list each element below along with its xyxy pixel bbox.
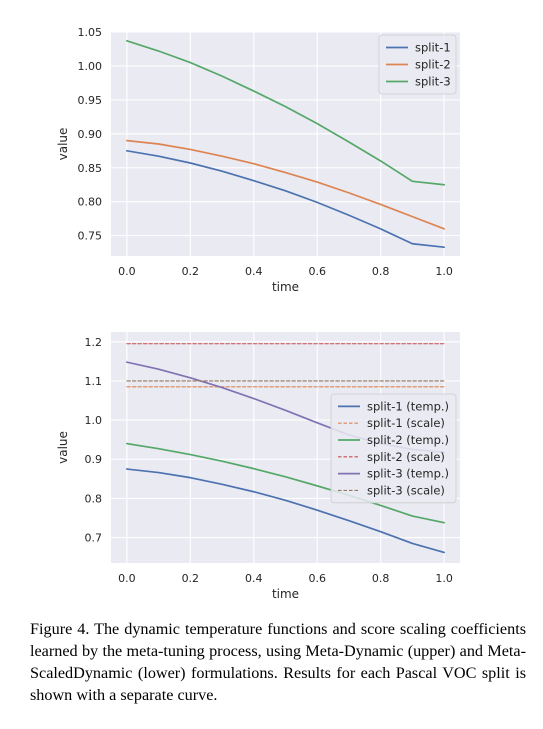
legend-label: split-2 (temp.) (367, 433, 449, 447)
x-tick-label: 0.6 (308, 572, 326, 585)
x-axis-label: time (272, 280, 299, 294)
x-tick-label: 0.6 (308, 265, 326, 278)
y-tick-label: 0.75 (78, 230, 103, 243)
chart-2: 0.0 0.2 0.4 0.6 0.8 1.0 0.7 0.8 0.9 1.0 1.1 1.2 time… (56, 332, 460, 600)
y-tick-label: 0.85 (78, 162, 103, 175)
y-tick-label: 0.90 (78, 128, 103, 141)
y-axis-label: value (56, 128, 70, 161)
legend-frame (378, 34, 457, 95)
chart-1: 0.0 0.2 0.4 0.6 0.8 1.0 0.75 0.80 0.85 0.90 0.95 1.… (56, 26, 460, 294)
series-line-split-3 (126, 39, 445, 186)
x-tick-label: 0.2 (182, 265, 200, 278)
x-tick-label: 0.2 (182, 572, 200, 585)
x-tick-label: 0.8 (372, 265, 390, 278)
x-axis-label: time (272, 587, 299, 600)
figure-charts: 0.0 0.2 0.4 0.6 0.8 1.0 0.75 0.80 0.85 0.90 0.95 1.… (56, 26, 460, 600)
figure-caption: Figure 4. The dynamic temperature functi… (30, 620, 526, 704)
x-tick-label: 1.0 (435, 572, 453, 585)
legend-label: split-3 (415, 75, 451, 89)
legend-frame (330, 393, 457, 504)
y-tick-label: 0.7 (85, 532, 103, 545)
y-axis-label: value (56, 431, 70, 464)
x-tick-label: 0.0 (118, 572, 136, 585)
y-tick-label: 1.1 (85, 375, 103, 388)
x-tick-label: 0.4 (245, 265, 263, 278)
legend-label: split-1 (415, 41, 451, 55)
x-tick-label: 1.0 (435, 265, 453, 278)
y-tick-label: 1.0 (85, 414, 103, 427)
legend: split-1 split-2 split-3 (378, 34, 457, 95)
y-tick-label: 0.95 (78, 94, 103, 107)
legend-label: split-2 (415, 58, 451, 72)
y-tick-label: 1.2 (85, 336, 103, 349)
legend-label: split-1 (temp.) (367, 399, 449, 413)
series-line-split-1-temp (126, 468, 445, 554)
y-tick-label: 0.80 (78, 196, 103, 209)
x-tick-label: 0.4 (245, 572, 263, 585)
legend-label: split-2 (scale) (367, 450, 445, 464)
x-tick-label: 0.8 (372, 572, 390, 585)
legend: split-1 (temp.) split-1 (scale) split-2 (t… (330, 393, 457, 504)
y-tick-label: 0.9 (85, 453, 103, 466)
x-tick-label: 0.0 (118, 265, 136, 278)
y-tick-label: 1.05 (78, 26, 103, 39)
legend-label: split-1 (scale) (367, 416, 445, 430)
legend-label: split-3 (temp.) (367, 467, 449, 481)
legend-label: split-3 (scale) (367, 483, 445, 497)
y-tick-label: 1.00 (78, 60, 103, 73)
series-line-split-1 (126, 149, 445, 249)
series-line-split-2-temp (126, 442, 445, 524)
y-tick-label: 0.8 (85, 492, 103, 505)
series-line-split-2 (126, 139, 445, 230)
